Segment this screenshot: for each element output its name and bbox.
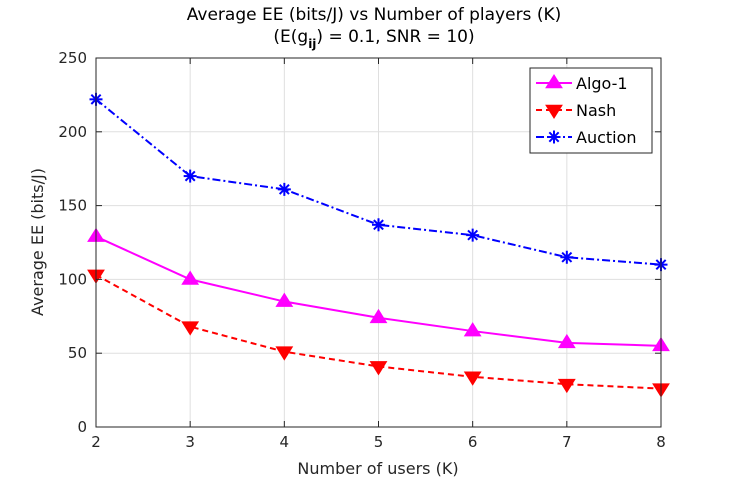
- x-tick-label: 7: [562, 433, 572, 451]
- y-tick-label: 200: [58, 123, 87, 141]
- y-tick-label: 250: [58, 49, 87, 67]
- data-point-nash: [275, 346, 294, 361]
- x-tick-label: 5: [374, 433, 384, 451]
- legend-marker-auction: [547, 130, 561, 144]
- marker-stroke: [278, 183, 290, 195]
- y-tick-label: 50: [68, 344, 87, 362]
- y-tick-label: 100: [58, 270, 87, 288]
- data-point-algo-1: [557, 333, 576, 349]
- y-tick-label: 0: [77, 418, 87, 436]
- legend-marker-algo-1: [545, 74, 563, 89]
- marker-stroke: [184, 170, 196, 182]
- y-axis-label: Average EE (bits/J): [28, 168, 47, 316]
- axes: [95, 57, 662, 428]
- data-point-nash: [369, 361, 388, 376]
- data-point-nash: [557, 378, 576, 394]
- legend-label-auction: Auction: [576, 128, 637, 147]
- marker-stroke: [548, 131, 560, 143]
- x-tick-label: 2: [91, 433, 101, 451]
- tick-labels: 2 3 4 5 6 7 8 0 50 100 150 200 250: [58, 49, 665, 451]
- x-tick-label: 3: [185, 433, 195, 451]
- marker-stroke: [561, 251, 573, 263]
- chart-title: Average EE (bits/J) vs Number of players…: [187, 5, 561, 25]
- legend-marker-nash: [545, 104, 563, 119]
- series-nash: [87, 269, 670, 398]
- subtitle-part-2: ) = 0.1, SNR = 10): [316, 27, 474, 47]
- data-point-algo-1: [181, 270, 200, 285]
- data-point-auction: [277, 182, 291, 196]
- legend-label-nash: Nash: [576, 101, 616, 120]
- x-tick-label: 4: [280, 433, 290, 451]
- x-axis-label: Number of users (K): [297, 459, 458, 478]
- subtitle-part-1: (E(g: [273, 27, 308, 47]
- data-point-nash: [181, 321, 200, 336]
- data-point-auction: [372, 218, 385, 232]
- chart-subtitle: (E(gij) = 0.1, SNR = 10): [273, 27, 474, 51]
- data-point-auction: [466, 228, 480, 242]
- x-tick-label: 8: [656, 433, 666, 451]
- subtitle-subscript: ij: [308, 37, 316, 51]
- y-tick-label: 150: [58, 197, 87, 215]
- legend: Algo-1 Nash Auction: [529, 67, 653, 154]
- data-point-algo-1: [463, 322, 482, 337]
- marker-stroke: [467, 229, 479, 241]
- x-tick-label: 6: [468, 433, 478, 451]
- series-layer: [87, 92, 670, 398]
- legend-label-algo-1: Algo-1: [576, 74, 628, 93]
- marker-stroke: [373, 219, 384, 231]
- data-point-algo-1: [275, 292, 294, 307]
- data-point-auction: [560, 250, 574, 264]
- data-point-algo-1: [369, 308, 388, 324]
- data-point-auction: [183, 169, 197, 183]
- data-point-nash: [463, 371, 482, 386]
